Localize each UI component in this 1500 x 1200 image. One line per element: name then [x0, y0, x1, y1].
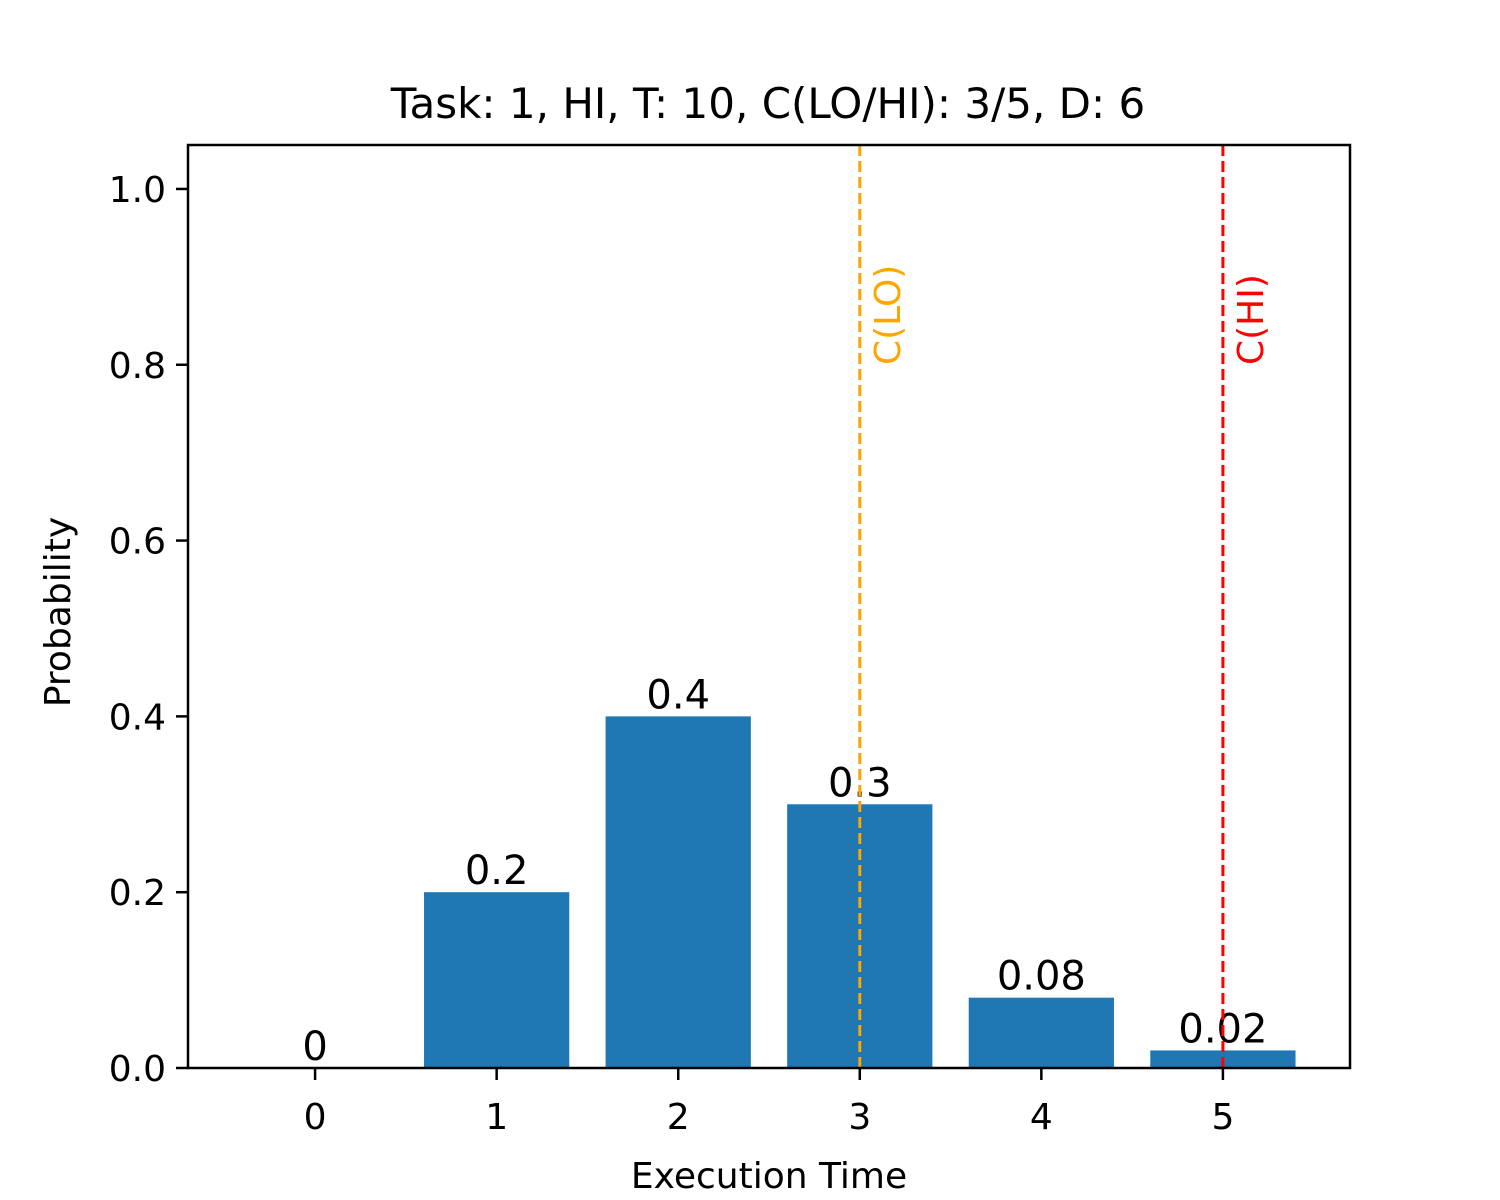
data-label-2: 0.4 — [646, 672, 710, 718]
y-tick-label-0.2: 0.2 — [109, 873, 166, 914]
x-tick-label-1: 1 — [485, 1097, 508, 1138]
ref-line-label-C(LO): C(LO) — [868, 265, 909, 365]
reference-lines-group: C(LO) C(HI) — [858, 145, 1272, 1068]
plot-frame — [186, 143, 1352, 1070]
x-axis-ticks: 0 1 2 3 4 5 — [304, 1068, 1234, 1138]
y-tick-label-0.8: 0.8 — [109, 346, 166, 387]
y-tick-label-0: 0.0 — [109, 1049, 166, 1090]
y-axis-ticks: 0.0 0.2 0.4 0.6 0.8 1.0 — [109, 170, 188, 1090]
y-tick-label-0.6: 0.6 — [109, 522, 166, 563]
y-tick-label-1: 1.0 — [109, 170, 166, 211]
x-axis-label: Execution Time — [631, 1156, 907, 1197]
data-label-0: 0 — [302, 1024, 327, 1070]
data-label-1: 0.2 — [465, 848, 529, 894]
bars-group — [424, 716, 1296, 1068]
bar-2 — [605, 716, 751, 1068]
x-tick-label-0: 0 — [304, 1097, 327, 1138]
data-label-4: 0.08 — [997, 954, 1086, 1000]
ref-line-label-C(HI): C(HI) — [1231, 274, 1272, 365]
bar-1 — [424, 892, 570, 1068]
bar-4 — [968, 997, 1114, 1068]
x-tick-label-2: 2 — [667, 1097, 690, 1138]
y-axis-label: Probability — [38, 517, 79, 707]
x-tick-label-3: 3 — [848, 1097, 871, 1138]
y-tick-label-0.4: 0.4 — [109, 697, 166, 738]
data-label-3: 0.3 — [828, 760, 892, 806]
x-tick-label-4: 4 — [1030, 1097, 1053, 1138]
x-tick-label-5: 5 — [1211, 1097, 1234, 1138]
chart-title: Task: 1, HI, T: 10, C(LO/HI): 3/5, D: 6 — [390, 79, 1145, 128]
